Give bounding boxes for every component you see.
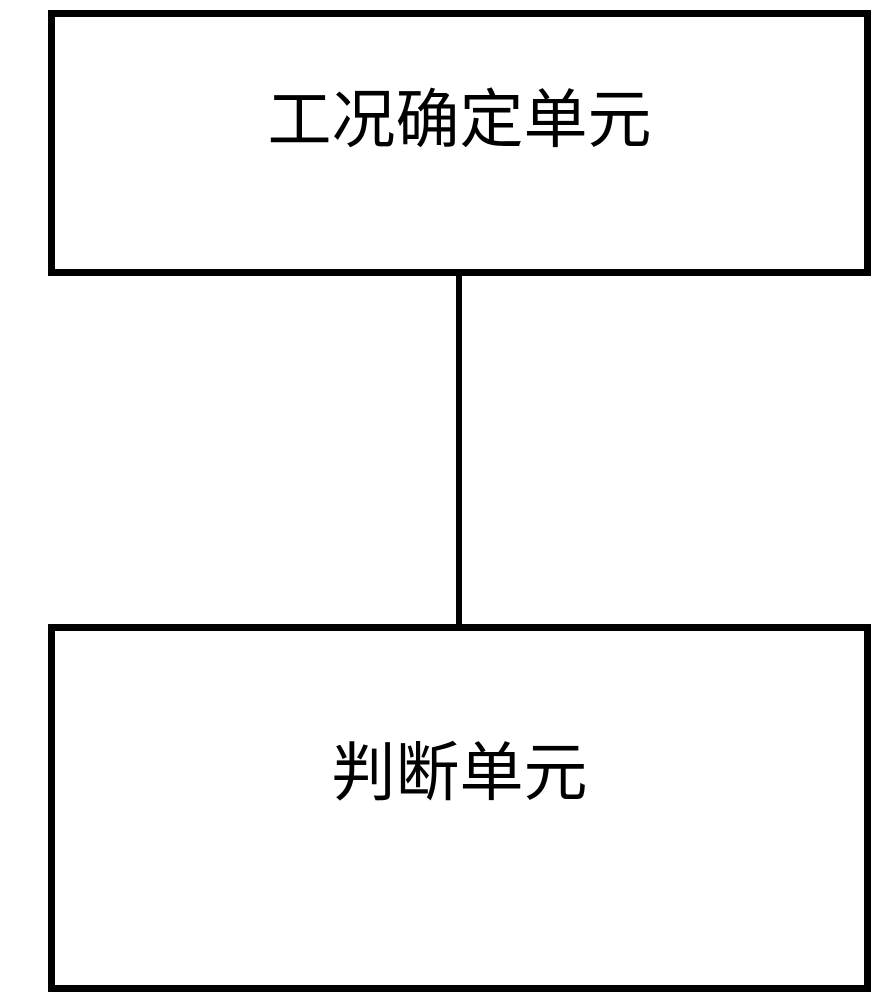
bottom-unit-box: 判断单元: [48, 624, 871, 992]
diagram-container: 工况确定单元 判断单元: [0, 0, 891, 998]
connector-line: [456, 276, 462, 624]
top-unit-box: 工况确定单元: [48, 10, 871, 276]
top-unit-label: 工况确定单元: [268, 69, 652, 161]
bottom-unit-label: 判断单元: [332, 722, 588, 814]
